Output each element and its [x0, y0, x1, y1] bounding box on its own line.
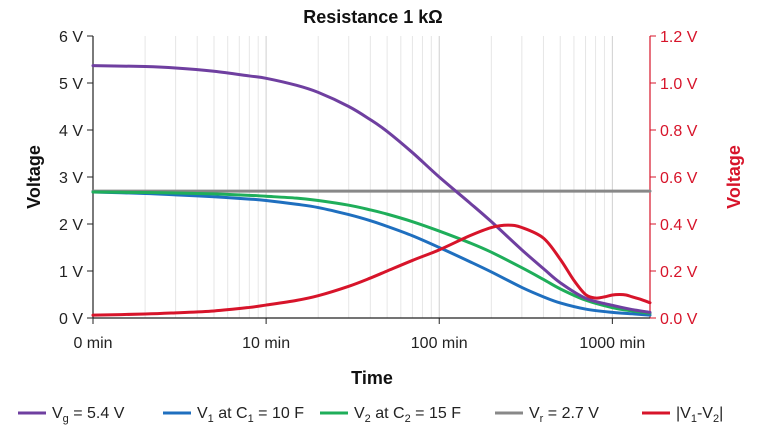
- legend-subscript: r: [540, 413, 544, 425]
- legend-text-part: = 2.7 V: [543, 405, 599, 422]
- right-tick-label: 0.2 V: [660, 264, 698, 281]
- series-line-3: [91, 190, 652, 315]
- legend-text-part: V: [52, 405, 63, 422]
- y-axis-title-left: Voltage: [24, 145, 44, 209]
- legend-text-part: = 15 F: [411, 405, 461, 422]
- left-tick-label: 4 V: [59, 123, 83, 140]
- left-tick-label: 3 V: [59, 170, 83, 187]
- series-lines: [91, 64, 652, 317]
- x-axis-title: Time: [351, 368, 393, 388]
- legend-subscript: 1: [208, 413, 214, 425]
- left-axis-ticks: 0 V 1 V 2 V 3 V 4 V 5 V 6 V: [59, 29, 93, 328]
- legend-text-part: V: [529, 405, 540, 422]
- right-tick-label: 1.0 V: [660, 76, 698, 93]
- legend-item: V2 at C2 = 15 F: [320, 405, 461, 425]
- legend-item: V1 at C1 = 10 F: [163, 405, 304, 425]
- legend-label: V2 at C2 = 15 F: [354, 405, 461, 425]
- x-tick-label: 10 min: [242, 335, 290, 352]
- legend-subscript: 2: [365, 413, 371, 425]
- legend-subscript: 1: [691, 413, 697, 425]
- x-tick-label: 0 min: [73, 335, 112, 352]
- legend: Vg = 5.4 V V1 at C1 = 10 F V2 at C2 = 15 F…: [18, 405, 723, 425]
- legend-text-part: V: [354, 405, 365, 422]
- left-tick-label: 5 V: [59, 76, 83, 93]
- series-line-2: [91, 190, 652, 317]
- series-line-1: [91, 64, 652, 314]
- left-tick-label: 0 V: [59, 311, 83, 328]
- right-tick-label: 0.6 V: [660, 170, 698, 187]
- x-tick-label: 100 min: [411, 335, 468, 352]
- legend-label: V1 at C1 = 10 F: [197, 405, 304, 425]
- chart-title: Resistance 1 kΩ: [303, 7, 443, 27]
- legend-subscript: 2: [405, 413, 411, 425]
- legend-text-part: -V: [697, 405, 713, 422]
- left-tick-label: 1 V: [59, 264, 83, 281]
- legend-item: Vg = 5.4 V: [18, 405, 125, 425]
- legend-item: Vr = 2.7 V: [495, 405, 599, 425]
- legend-text-part: V: [197, 405, 208, 422]
- legend-label: Vr = 2.7 V: [529, 405, 599, 425]
- legend-text-part: at C: [214, 405, 248, 422]
- right-tick-label: 0.0 V: [660, 311, 698, 328]
- right-tick-label: 0.4 V: [660, 217, 698, 234]
- right-axis-ticks: 0.0 V 0.2 V 0.4 V 0.6 V 0.8 V 1.0 V 1.2 V: [650, 29, 698, 328]
- x-tick-label: 1000 min: [579, 335, 645, 352]
- right-tick-label: 1.2 V: [660, 29, 698, 46]
- legend-subscript: g: [63, 413, 69, 425]
- legend-text-part: at C: [371, 405, 405, 422]
- legend-text-part: = 5.4 V: [69, 405, 125, 422]
- legend-text-part: |V: [676, 405, 691, 422]
- legend-label: Vg = 5.4 V: [52, 405, 125, 425]
- left-tick-label: 6 V: [59, 29, 83, 46]
- series-line-5: [91, 223, 652, 317]
- left-tick-label: 2 V: [59, 217, 83, 234]
- right-tick-label: 0.8 V: [660, 123, 698, 140]
- y-axis-title-right: Voltage: [724, 145, 744, 209]
- legend-text-part: |: [719, 405, 723, 422]
- legend-subscript: 1: [248, 413, 254, 425]
- legend-item: |V1-V2|: [642, 405, 723, 425]
- legend-label: |V1-V2|: [676, 405, 723, 425]
- x-axis-ticks: 0 min 10 min 100 min 1000 min: [73, 318, 645, 352]
- axes: [92, 36, 651, 319]
- legend-subscript: 2: [713, 413, 719, 425]
- legend-text-part: = 10 F: [254, 405, 304, 422]
